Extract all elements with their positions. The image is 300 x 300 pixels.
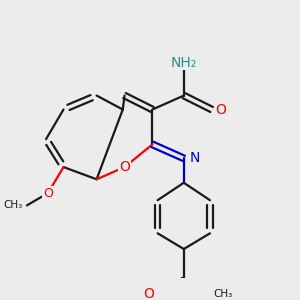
Text: CH₃: CH₃ xyxy=(3,200,22,210)
Text: N: N xyxy=(190,151,200,165)
Text: CH₃: CH₃ xyxy=(213,290,233,299)
Text: O: O xyxy=(144,287,154,300)
Text: NH₂: NH₂ xyxy=(171,56,197,70)
Text: O: O xyxy=(119,160,130,174)
Text: O: O xyxy=(43,187,53,200)
Text: O: O xyxy=(215,103,226,116)
